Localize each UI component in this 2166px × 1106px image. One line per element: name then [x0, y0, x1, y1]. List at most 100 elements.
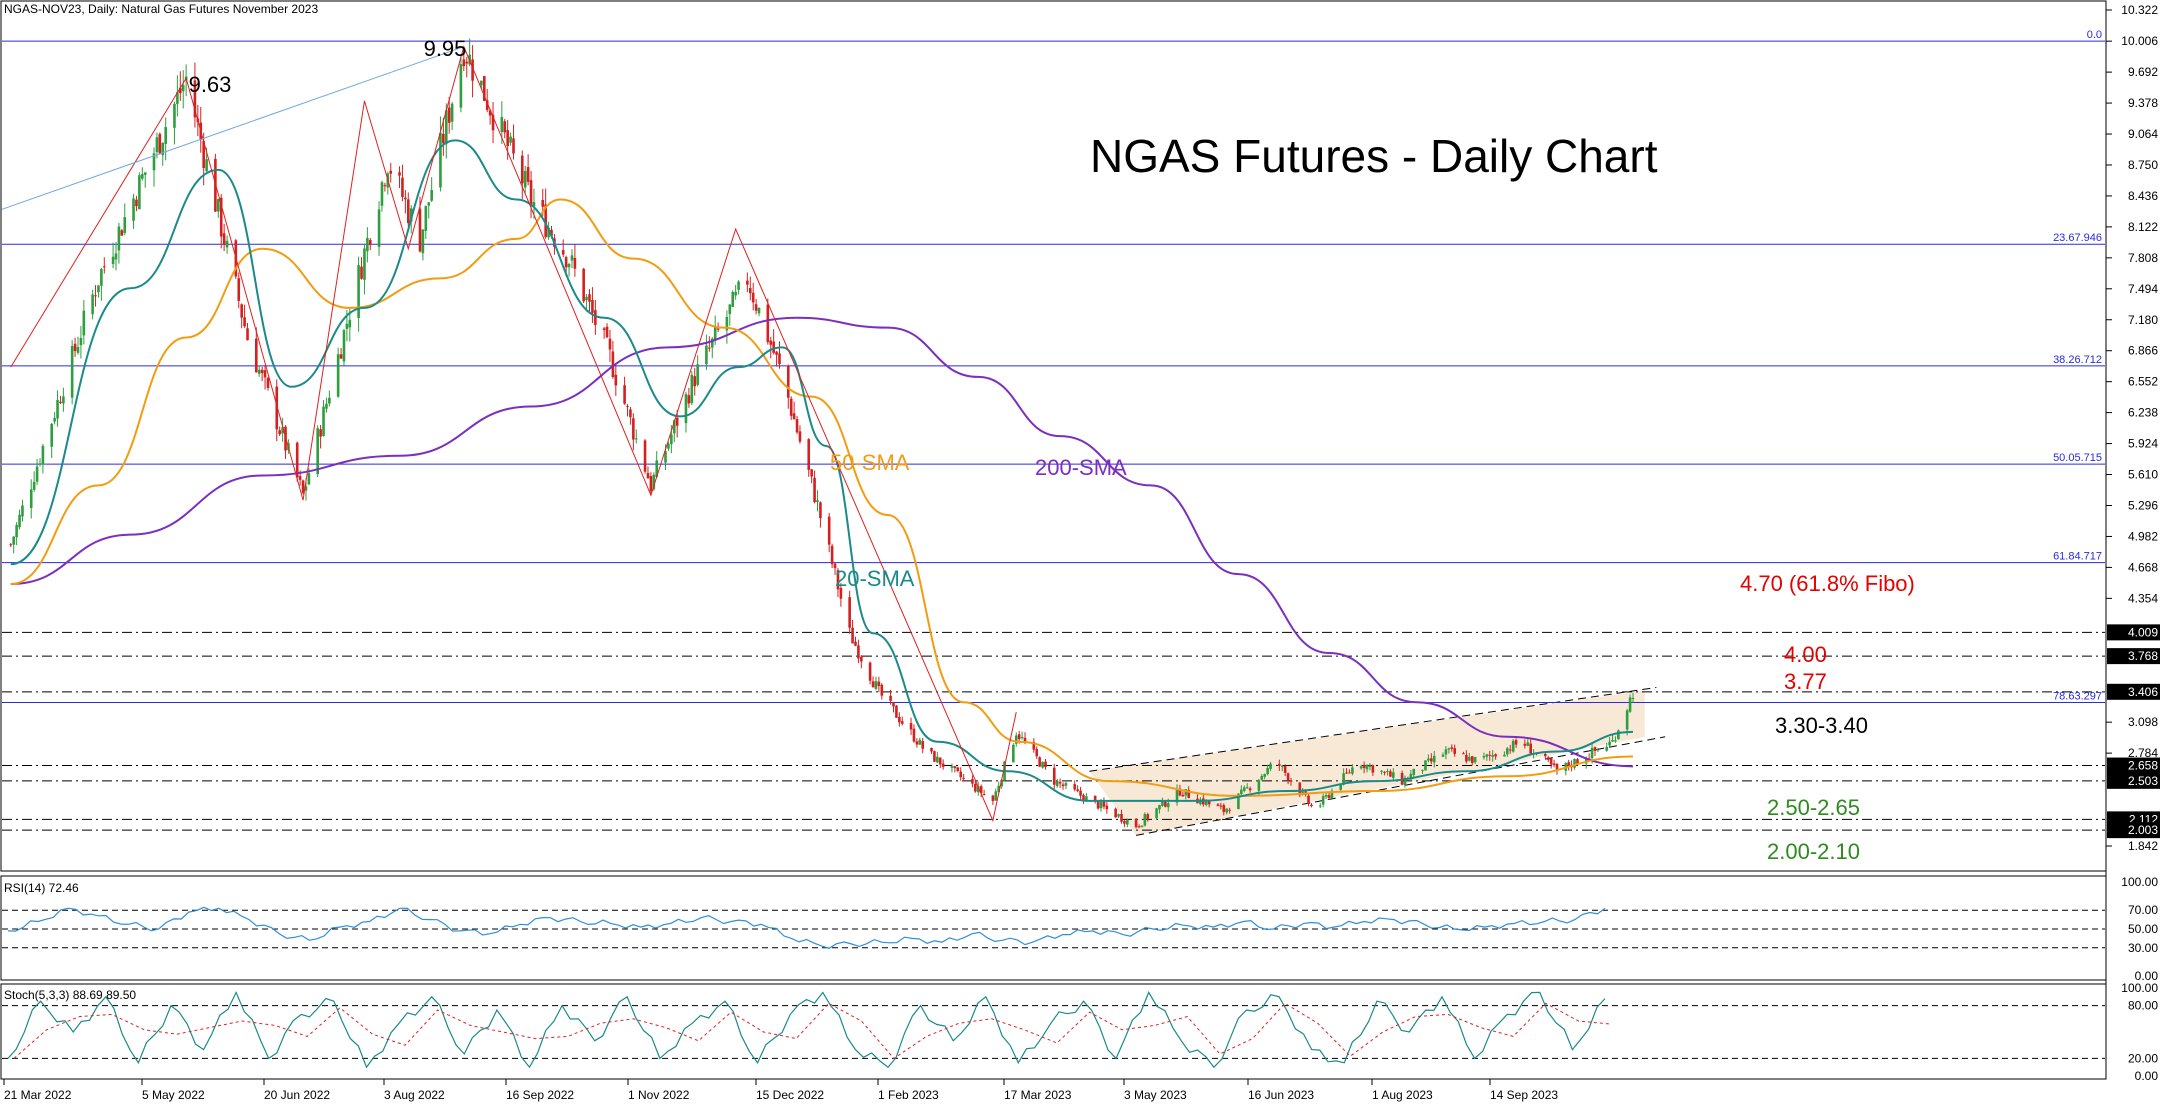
candle-bull — [257, 369, 261, 374]
candle-bear — [1023, 737, 1027, 742]
candle-bear — [892, 702, 895, 707]
candle-bear — [237, 278, 241, 301]
candle-bear — [135, 199, 138, 207]
candle-bear — [263, 370, 267, 378]
candle-bull — [152, 153, 156, 171]
candle-bull — [325, 403, 328, 409]
candle-bull — [380, 182, 384, 206]
candle-bear — [877, 681, 881, 686]
candle-bull — [225, 240, 229, 248]
candle-bear — [1567, 762, 1570, 767]
indicator-tick-label: 100.00 — [2121, 875, 2158, 889]
main-panel: 0.0 23.67.946 38.26.712 50.05.715 61.84.717 7… — [0, 0, 2160, 1079]
candle-bull — [430, 190, 433, 201]
candle-bull — [1342, 773, 1345, 785]
candle-bull — [176, 92, 179, 104]
candle-bear — [629, 409, 632, 418]
candle-bear — [1134, 818, 1138, 828]
x-tick-label: 16 Sep 2022 — [506, 1088, 574, 1102]
candle-bull — [1605, 746, 1608, 751]
level-tag — [2107, 683, 2160, 700]
candle-bull — [1085, 796, 1088, 802]
candle-bear — [1219, 805, 1223, 807]
annotation-label: 2.00-2.10 — [1767, 839, 1860, 864]
candle-bear — [807, 439, 811, 470]
candle-bull — [1611, 739, 1614, 742]
candle-bear — [795, 419, 799, 433]
candle-bull — [1339, 784, 1343, 790]
x-tick-label: 21 Mar 2022 — [4, 1088, 72, 1102]
candle-bear — [401, 177, 404, 198]
candle-bear — [1052, 767, 1056, 785]
candle-bull — [348, 319, 352, 328]
candle-bear — [626, 405, 629, 407]
candle-bear — [550, 229, 553, 236]
indicator-main-line — [7, 906, 1606, 949]
candle-bear — [564, 257, 568, 268]
candle-bull — [97, 285, 100, 293]
fibo-label: 0.0 — [2087, 29, 2102, 41]
fibo-label: 23.67.946 — [2053, 232, 2102, 244]
candle-bull — [585, 296, 588, 301]
candle-bull — [1041, 761, 1044, 768]
candle-bull — [936, 756, 939, 763]
candle-bull — [1000, 779, 1003, 787]
candle-bull — [1225, 808, 1229, 813]
candle-bull — [79, 337, 83, 346]
x-tick-label: 1 Aug 2023 — [1372, 1088, 1433, 1102]
candle-bull — [757, 307, 761, 314]
candle-bear — [1310, 804, 1313, 807]
candle-bear — [880, 684, 884, 696]
candle-bear — [158, 133, 162, 154]
candle-bull — [316, 428, 319, 475]
candle-bear — [868, 662, 872, 681]
candle-bull — [710, 338, 714, 348]
candle-bull — [53, 417, 56, 422]
candle-bull — [500, 116, 504, 133]
candle-bear — [938, 757, 942, 765]
candle-bear — [471, 59, 474, 81]
y-tick-label: 8.750 — [2128, 158, 2158, 172]
candle-bear — [751, 292, 755, 303]
candle-bull — [328, 397, 331, 404]
candle-bear — [1289, 780, 1293, 782]
candle-bull — [523, 171, 527, 188]
candle-bull — [1473, 757, 1477, 763]
candle-bear — [1038, 757, 1041, 767]
candle-bull — [281, 427, 284, 434]
candle-bull — [664, 451, 667, 463]
candle-bull — [1099, 801, 1103, 809]
candle-bull — [35, 466, 39, 482]
candle-bull — [874, 681, 878, 689]
candle-bear — [1430, 758, 1433, 762]
candle-bull — [713, 326, 717, 340]
candle-bear — [602, 328, 606, 331]
candle-bear — [953, 766, 957, 769]
candle-bear — [1549, 758, 1553, 765]
candle-bull — [421, 229, 425, 254]
candle-bear — [1508, 749, 1512, 751]
candle-bull — [1242, 787, 1246, 791]
candle-bear — [1494, 754, 1497, 757]
candle-bear — [766, 304, 770, 343]
candle-bear — [933, 751, 936, 762]
y-tick-label: 9.064 — [2128, 127, 2158, 141]
candle-bear — [59, 401, 62, 403]
candle-bear — [254, 338, 258, 373]
candle-bear — [1073, 784, 1077, 790]
candle-bear — [301, 480, 305, 493]
candle-bull — [567, 263, 571, 268]
candle-bear — [1079, 790, 1082, 796]
candle-bear — [915, 741, 919, 745]
candle-bear — [591, 299, 594, 313]
candle-bear — [1222, 805, 1226, 813]
candle-bear — [813, 477, 816, 503]
candle-bull — [181, 84, 185, 92]
candle-bull — [1380, 770, 1383, 772]
candle-bull — [100, 269, 103, 286]
candle-bear — [561, 250, 565, 255]
zigzag-line — [10, 45, 1017, 823]
candle-bull — [366, 237, 369, 252]
indicator-tick-label: 70.00 — [2128, 903, 2158, 917]
candle-bear — [94, 295, 97, 297]
